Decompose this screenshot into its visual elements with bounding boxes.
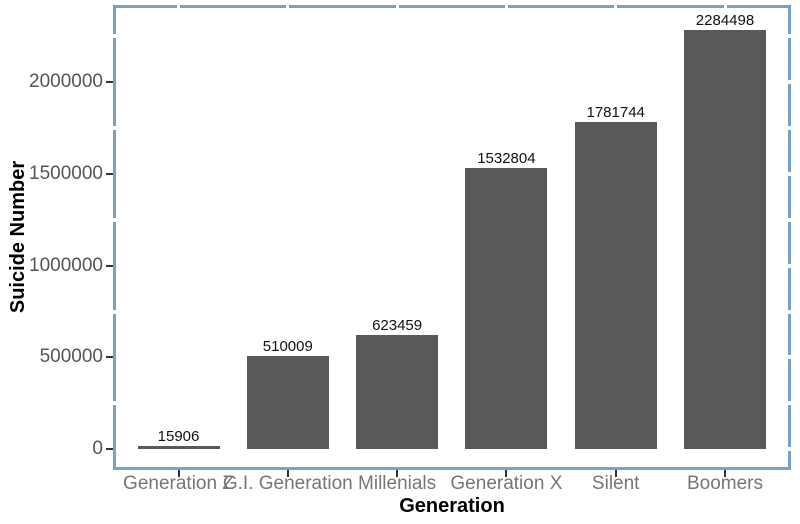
x-tick-notch-top: [723, 5, 727, 8]
x-axis-tick: [396, 470, 399, 477]
bar: [246, 355, 329, 449]
y-tick-notch-right: [788, 34, 791, 39]
bar: [574, 122, 657, 449]
bar-value-label: 2284498: [695, 12, 755, 29]
x-axis-tick-label: Boomers: [686, 473, 764, 494]
y-minor-tick-notch-left: [113, 217, 116, 222]
x-axis-tick: [505, 470, 508, 477]
bar: [465, 167, 548, 449]
bar-value-label: 15906: [157, 428, 200, 446]
x-axis-tick-label: Generation Z: [123, 473, 234, 494]
y-axis-tick: [106, 356, 113, 359]
x-axis-tick: [286, 470, 289, 477]
y-tick-notch-right: [788, 401, 791, 406]
y-axis-tick-label: 2000000: [29, 71, 103, 93]
y-axis-tick-label: 500000: [39, 346, 103, 368]
y-tick-notch-right: [788, 126, 791, 130]
x-tick-notch-top: [504, 5, 508, 8]
x-tick-notch-top: [177, 5, 180, 8]
bar: [137, 446, 220, 449]
x-axis-tick-label: Generation X: [450, 473, 563, 494]
x-tick-notch-top: [286, 5, 290, 8]
y-axis-tick: [106, 448, 113, 450]
y-axis-tick-label: 1000000: [29, 254, 103, 276]
bar: [684, 30, 766, 449]
bar-value-label: 1532804: [477, 149, 536, 167]
x-axis-tick: [177, 470, 180, 477]
y-tick-notch-right: [788, 217, 791, 222]
y-minor-tick-notch-left: [113, 401, 116, 406]
x-axis-tick: [724, 470, 726, 477]
y-minor-tick-notch-left: [113, 309, 116, 314]
x-axis-tick-label: Millenials: [358, 473, 437, 494]
y-tick-notch-right: [788, 80, 791, 85]
y-axis-tick: [106, 81, 113, 84]
bar-value-label: 1781744: [586, 104, 645, 122]
y-axis-tick-label: 1500000: [29, 162, 103, 184]
x-axis-tick-label: Silent: [591, 473, 640, 494]
y-tick-notch-right: [788, 309, 791, 314]
x-tick-notch-top: [614, 5, 618, 8]
y-minor-tick-notch-left: [113, 34, 116, 39]
y-axis-tick: [106, 264, 113, 267]
bar: [356, 334, 439, 449]
y-tick-notch-right: [788, 447, 791, 451]
panel-border: [113, 5, 791, 470]
x-axis-title: Generation: [399, 495, 505, 517]
y-tick-notch-right: [788, 171, 791, 176]
x-tick-notch-top: [395, 5, 399, 8]
y-minor-tick-notch-left: [113, 126, 116, 130]
y-tick-notch-right: [788, 263, 791, 268]
y-axis-title: Suicide Number: [7, 160, 29, 314]
x-axis-tick: [614, 470, 617, 477]
y-axis-tick-label: 0: [92, 438, 103, 459]
x-axis-tick-label: G.I. Generation: [222, 473, 353, 494]
y-axis-tick: [106, 172, 113, 175]
bar-value-label: 510009: [262, 337, 313, 355]
y-tick-notch-right: [788, 355, 791, 360]
bar-value-label: 623459: [372, 316, 423, 334]
